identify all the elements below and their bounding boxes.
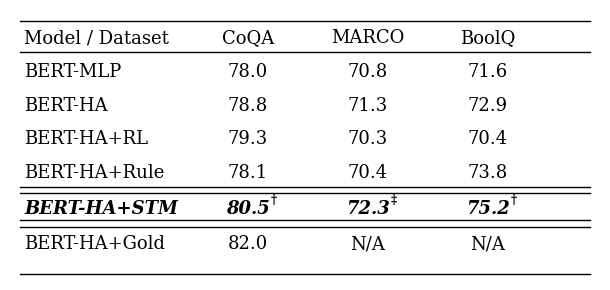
Text: 82.0: 82.0 (228, 235, 268, 253)
Text: 80.5: 80.5 (226, 200, 270, 218)
Text: 75.2: 75.2 (466, 200, 509, 218)
Text: †: † (271, 194, 277, 207)
Text: BERT-HA+RL: BERT-HA+RL (24, 130, 148, 148)
Text: 78.1: 78.1 (228, 164, 268, 182)
Text: 79.3: 79.3 (228, 130, 268, 148)
Text: 78.8: 78.8 (228, 97, 268, 115)
Text: 70.4: 70.4 (468, 130, 508, 148)
Text: N/A: N/A (470, 235, 505, 253)
Text: 72.9: 72.9 (468, 97, 508, 115)
Text: 78.0: 78.0 (228, 63, 268, 81)
Text: 70.3: 70.3 (348, 130, 388, 148)
Text: 71.3: 71.3 (348, 97, 388, 115)
Text: BERT-MLP: BERT-MLP (24, 63, 122, 81)
Text: BERT-HA: BERT-HA (24, 97, 108, 115)
Text: 71.6: 71.6 (467, 63, 508, 81)
Text: 72.3: 72.3 (346, 200, 390, 218)
Text: 70.4: 70.4 (348, 164, 388, 182)
Text: MARCO: MARCO (331, 29, 404, 47)
Text: Model / Dataset: Model / Dataset (24, 29, 170, 47)
Text: BoolQ: BoolQ (460, 29, 515, 47)
Text: 73.8: 73.8 (467, 164, 508, 182)
Text: ‡: ‡ (391, 194, 397, 207)
Text: N/A: N/A (350, 235, 386, 253)
Text: BERT-HA+STM: BERT-HA+STM (24, 200, 178, 218)
Text: CoQA: CoQA (222, 29, 274, 47)
Text: BERT-HA+Gold: BERT-HA+Gold (24, 235, 165, 253)
Text: †: † (511, 194, 517, 207)
Text: BERT-HA+Rule: BERT-HA+Rule (24, 164, 165, 182)
Text: 70.8: 70.8 (348, 63, 388, 81)
